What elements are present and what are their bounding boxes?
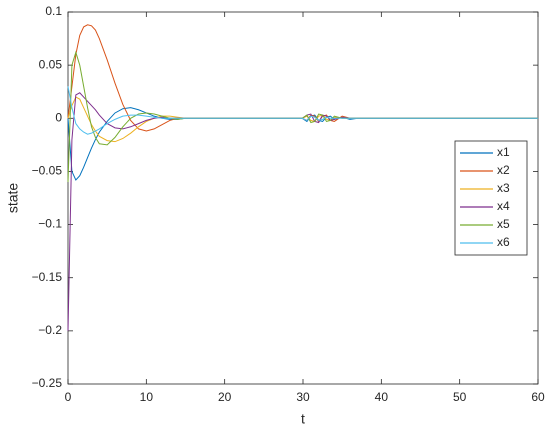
- y-tick-label: 0: [55, 110, 62, 124]
- y-tick-label: 0.05: [39, 57, 63, 71]
- legend-box: [454, 140, 528, 256]
- legend-label: x2: [497, 163, 510, 177]
- x-tick-label: 60: [531, 390, 545, 404]
- x-tick-label: 10: [140, 390, 154, 404]
- y-tick-label: −0.15: [32, 270, 63, 284]
- legend-label: x6: [497, 235, 510, 249]
- x-tick-label: 30: [296, 390, 310, 404]
- legend-label: x3: [497, 181, 510, 195]
- legend-label: x4: [497, 199, 510, 213]
- y-tick-label: −0.1: [38, 217, 62, 231]
- legend-label: x1: [497, 145, 510, 159]
- y-tick-label: 0.1: [45, 4, 62, 18]
- x-axis-label: t: [301, 411, 305, 427]
- x-tick-label: 0: [65, 390, 72, 404]
- y-axis-label: state: [5, 183, 21, 214]
- y-tick-label: −0.05: [32, 164, 63, 178]
- legend-label: x5: [497, 217, 510, 231]
- y-tick-label: −0.25: [32, 376, 63, 390]
- series-line: [67, 86, 538, 135]
- x-tick-label: 20: [218, 390, 232, 404]
- x-tick-label: 40: [375, 390, 389, 404]
- y-tick-label: −0.2: [38, 323, 62, 337]
- x-tick-label: 50: [453, 390, 467, 404]
